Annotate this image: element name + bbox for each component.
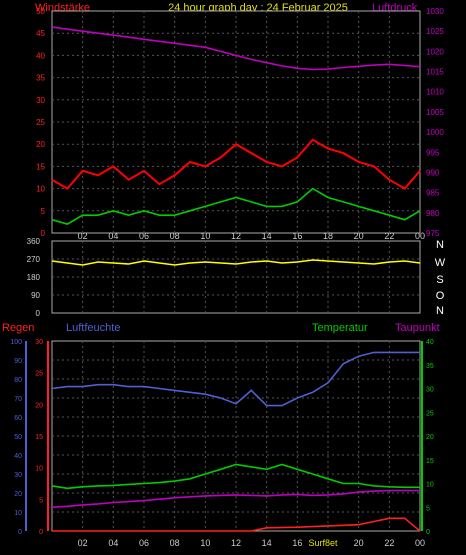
x-tick-label: 16 xyxy=(292,231,302,241)
humidity-tick-label: 40 xyxy=(14,453,22,460)
x-tick-label: 08 xyxy=(170,231,180,241)
humidity-tick-label: 100 xyxy=(10,339,22,346)
x-tick-label: 14 xyxy=(262,231,272,241)
humidity-tick-label: 70 xyxy=(14,396,22,403)
x-tick-label: 02 xyxy=(78,231,88,241)
series-line-wind_avg xyxy=(51,187,421,225)
x-tick-label: 08 xyxy=(170,538,180,548)
temperature-tick-label: 10 xyxy=(426,482,434,489)
left-tick-label: 30 xyxy=(36,96,45,105)
left-tick-label: 45 xyxy=(36,29,45,38)
left-tick-label: 25 xyxy=(36,118,45,127)
series-line-rain xyxy=(52,517,421,532)
temperature-tick-label: 20 xyxy=(426,434,434,441)
x-tick-label: 12 xyxy=(231,538,241,548)
left-tick-label: 35 xyxy=(36,74,45,83)
right-tick-label: 990 xyxy=(426,168,440,177)
left-tick-label: 40 xyxy=(36,51,45,60)
x-tick-label: 10 xyxy=(200,538,210,548)
left-tick-label: 20 xyxy=(36,140,45,149)
left-tick-label: 15 xyxy=(36,162,45,171)
temperature-tick-label: 15 xyxy=(426,458,434,465)
rain-axis-label: Regen xyxy=(2,322,34,334)
rain-tick-label: 10 xyxy=(35,466,43,473)
direction-tick-label: 270 xyxy=(27,255,41,264)
right-tick-label: 1020 xyxy=(426,47,444,56)
series-line-wind_dir xyxy=(51,259,421,266)
right-tick-label: 1015 xyxy=(426,68,444,77)
right-tick-label: 1030 xyxy=(426,7,444,16)
temperature-tick-label: 5 xyxy=(426,505,430,512)
left-tick-label: 0 xyxy=(41,229,46,238)
x-tick-label: 16 xyxy=(292,538,302,548)
temperature-tick-label: 0 xyxy=(426,529,430,536)
rain-tick-label: 20 xyxy=(35,402,43,409)
right-tick-label: 1000 xyxy=(426,128,444,137)
series-line-temperature xyxy=(51,463,420,490)
rain-tick-label: 25 xyxy=(35,371,43,378)
compass-label: N xyxy=(436,305,444,317)
humidity-tick-label: 60 xyxy=(14,415,22,422)
direction-tick-label: 360 xyxy=(27,237,41,246)
humidity-tick-label: 80 xyxy=(14,377,22,384)
humidity-tick-label: 0 xyxy=(18,529,22,536)
left-tick-label: 10 xyxy=(36,185,45,194)
right-tick-label: 995 xyxy=(426,148,440,157)
rain-tick-label: 15 xyxy=(35,434,43,441)
right-tick-label: 1005 xyxy=(426,108,444,117)
x-tick-label: 14 xyxy=(262,538,272,548)
temperature-axis-label: Temperatur xyxy=(312,322,368,334)
rain-tick-label: 0 xyxy=(39,529,43,536)
rain-tick-label: 5 xyxy=(39,497,43,504)
left-tick-label: 5 xyxy=(41,207,46,216)
x-tick-label: 12 xyxy=(231,231,241,241)
compass-label: O xyxy=(436,290,445,302)
humidity-tick-label: 90 xyxy=(14,358,22,365)
x-tick-label: 20 xyxy=(354,538,364,548)
series-line-dewpoint xyxy=(51,489,420,509)
direction-tick-label: 180 xyxy=(27,273,41,282)
compass-label: S xyxy=(436,274,443,286)
humidity-tick-label: 30 xyxy=(14,472,22,479)
right-tick-label: 1025 xyxy=(426,27,444,36)
series-line-gust xyxy=(51,138,421,190)
x-tick-label: 04 xyxy=(108,538,118,548)
humidity-tick-label: 10 xyxy=(14,510,22,517)
direction-tick-label: 90 xyxy=(31,291,40,300)
temperature-tick-label: 35 xyxy=(426,363,434,370)
x-tick-label: 06 xyxy=(139,231,149,241)
compass-label: N xyxy=(436,239,444,251)
right-tick-label: 1010 xyxy=(426,88,444,97)
series-line-pressure xyxy=(51,26,421,71)
x-tick-label: 10 xyxy=(200,231,210,241)
compass-label: W xyxy=(435,257,446,269)
humidity-tick-label: 20 xyxy=(14,491,22,498)
x-tick-label: 00 xyxy=(415,231,425,241)
humidity-axis-label: Luftfeuchte xyxy=(66,322,120,334)
right-tick-label: 980 xyxy=(426,209,440,218)
x-tick-label: 04 xyxy=(108,231,118,241)
right-tick-label: 985 xyxy=(426,189,440,198)
x-tick-label: 18 xyxy=(323,231,333,241)
x-tick-label: 22 xyxy=(384,538,394,548)
x-tick-label: 00 xyxy=(415,538,425,548)
x-tick-label: 22 xyxy=(384,231,394,241)
x-tick-label: 02 xyxy=(78,538,88,548)
right-tick-label: 975 xyxy=(426,229,440,238)
rain-tick-label: 30 xyxy=(35,339,43,346)
sunrise-sunset-label: Surf8et xyxy=(308,538,338,548)
dewpoint-axis-label: Taupunkt xyxy=(395,322,440,334)
temperature-tick-label: 25 xyxy=(426,410,434,417)
x-tick-label: 06 xyxy=(139,538,149,548)
temperature-tick-label: 30 xyxy=(426,387,434,394)
x-tick-label: 20 xyxy=(354,231,364,241)
humidity-tick-label: 50 xyxy=(14,434,22,441)
direction-tick-label: 0 xyxy=(36,309,41,318)
temperature-tick-label: 40 xyxy=(426,339,434,346)
left-tick-label: 50 xyxy=(36,7,45,16)
series-line-humidity xyxy=(51,351,420,407)
